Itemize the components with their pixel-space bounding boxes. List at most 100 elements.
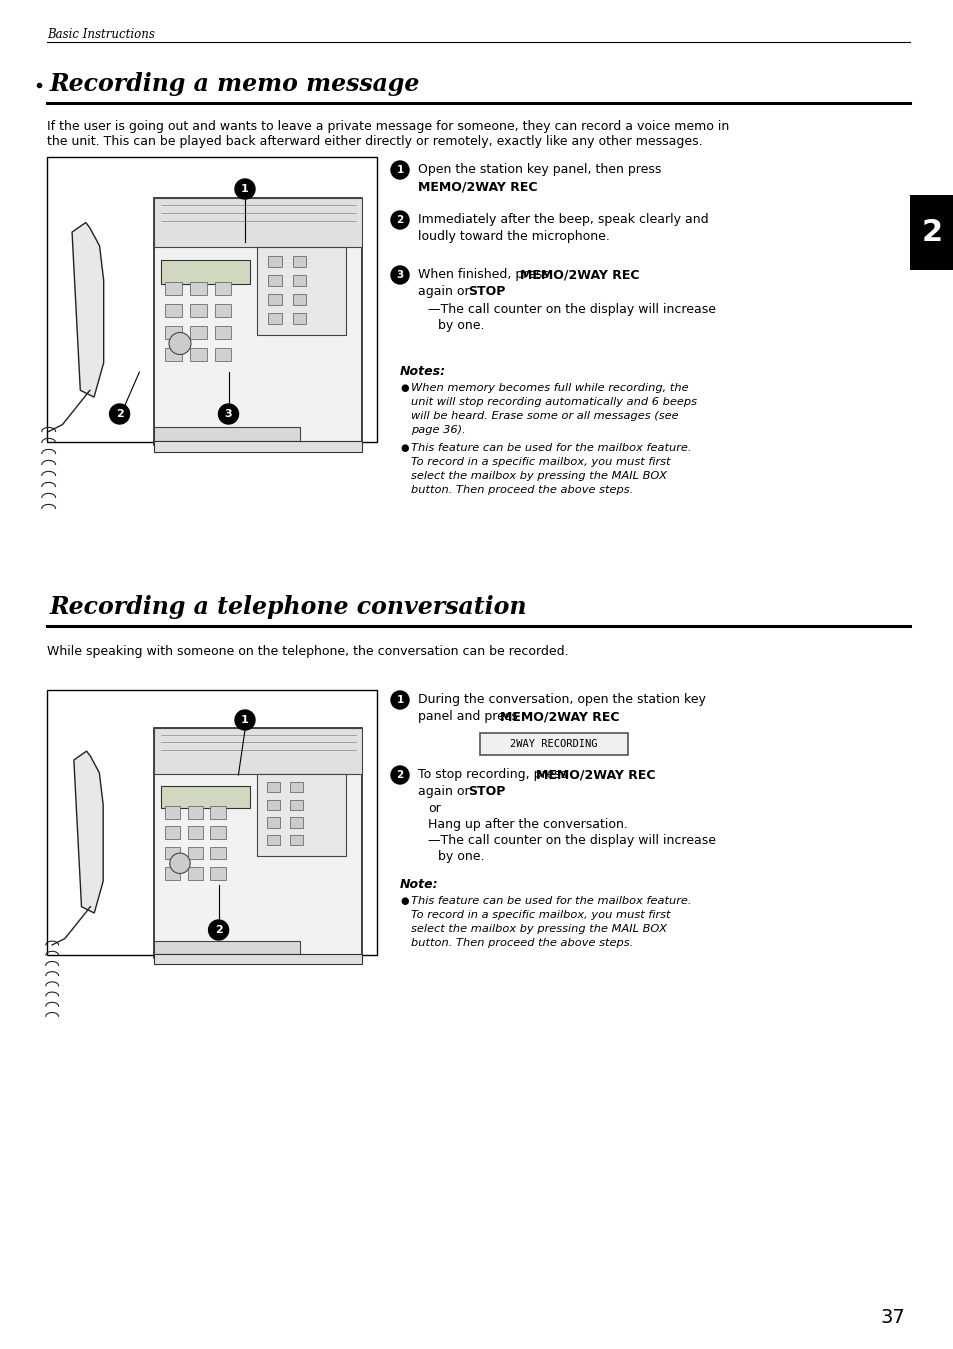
Text: 2: 2 <box>214 925 222 935</box>
Text: .: . <box>497 285 501 298</box>
Text: Recording a telephone conversation: Recording a telephone conversation <box>50 595 527 619</box>
Text: MEMO/2WAY REC: MEMO/2WAY REC <box>499 710 618 723</box>
Bar <box>165 805 180 819</box>
Text: button. Then proceed the above steps.: button. Then proceed the above steps. <box>411 486 633 495</box>
Text: If the user is going out and wants to leave a private message for someone, they : If the user is going out and wants to le… <box>47 120 728 134</box>
Text: Hang up after the conversation.: Hang up after the conversation. <box>428 817 627 831</box>
Text: panel and press: panel and press <box>417 710 521 723</box>
Bar <box>188 805 203 819</box>
Text: 3: 3 <box>395 270 403 281</box>
Text: page 36).: page 36). <box>411 425 465 434</box>
Bar <box>190 282 207 295</box>
Text: ●: ● <box>399 442 408 453</box>
Bar <box>214 304 232 317</box>
Bar <box>293 313 306 324</box>
Circle shape <box>110 403 130 424</box>
Text: select the mailbox by pressing the MAIL BOX: select the mailbox by pressing the MAIL … <box>411 471 666 482</box>
Bar <box>161 785 250 808</box>
Text: Note:: Note: <box>399 878 438 890</box>
Circle shape <box>391 161 409 179</box>
Bar <box>293 255 306 267</box>
Text: Basic Instructions: Basic Instructions <box>47 28 154 40</box>
Bar <box>211 805 226 819</box>
Bar <box>165 847 180 859</box>
Text: This feature can be used for the mailbox feature.: This feature can be used for the mailbox… <box>411 442 691 453</box>
Text: To stop recording, press: To stop recording, press <box>417 768 571 781</box>
Bar <box>268 275 281 286</box>
Bar <box>154 728 362 774</box>
Bar <box>154 954 362 965</box>
Bar <box>290 817 302 827</box>
Bar <box>188 847 203 859</box>
Text: STOP: STOP <box>468 785 505 799</box>
Text: select the mailbox by pressing the MAIL BOX: select the mailbox by pressing the MAIL … <box>411 924 666 934</box>
Text: MEMO/2WAY REC: MEMO/2WAY REC <box>417 179 537 193</box>
Bar <box>214 282 232 295</box>
Bar <box>290 835 302 846</box>
Bar <box>256 247 346 336</box>
Bar <box>211 867 226 880</box>
Circle shape <box>391 210 409 229</box>
Bar <box>214 325 232 340</box>
Text: 2: 2 <box>921 219 943 247</box>
Text: —The call counter on the display will increase: —The call counter on the display will in… <box>428 834 716 847</box>
Bar <box>267 800 279 809</box>
Bar <box>256 774 346 855</box>
Bar <box>290 781 302 792</box>
Text: again or: again or <box>417 785 473 799</box>
Bar <box>165 325 182 340</box>
Polygon shape <box>154 728 362 958</box>
Bar <box>479 733 627 755</box>
Text: —The call counter on the display will increase: —The call counter on the display will in… <box>428 304 716 316</box>
Text: by one.: by one. <box>437 850 484 863</box>
Text: 3: 3 <box>225 409 233 420</box>
Bar <box>188 827 203 839</box>
Bar <box>214 348 232 362</box>
Circle shape <box>234 710 254 730</box>
Text: or: or <box>428 803 440 815</box>
Text: Recording a memo message: Recording a memo message <box>50 71 420 96</box>
Bar <box>190 325 207 340</box>
Bar <box>268 294 281 305</box>
Text: 2: 2 <box>395 214 403 225</box>
Text: MEMO/2WAY REC: MEMO/2WAY REC <box>519 268 639 281</box>
Bar <box>165 348 182 362</box>
Text: While speaking with someone on the telephone, the conversation can be recorded.: While speaking with someone on the telep… <box>47 645 568 658</box>
Text: .: . <box>497 785 501 799</box>
Text: STOP: STOP <box>468 285 505 298</box>
Text: loudly toward the microphone.: loudly toward the microphone. <box>417 229 609 243</box>
Text: the unit. This can be played back afterward either directly or remotely, exactly: the unit. This can be played back afterw… <box>47 135 702 148</box>
Text: To record in a specific mailbox, you must first: To record in a specific mailbox, you mus… <box>411 911 670 920</box>
Text: This feature can be used for the mailbox feature.: This feature can be used for the mailbox… <box>411 896 691 907</box>
Bar <box>190 348 207 362</box>
Circle shape <box>218 403 238 424</box>
Circle shape <box>391 691 409 710</box>
Circle shape <box>391 266 409 285</box>
Text: by one.: by one. <box>437 318 484 332</box>
Text: When memory becomes full while recording, the: When memory becomes full while recording… <box>411 383 688 393</box>
Text: 1: 1 <box>241 715 249 724</box>
Bar <box>267 835 279 846</box>
Text: will be heard. Erase some or all messages (see: will be heard. Erase some or all message… <box>411 411 678 421</box>
Text: During the conversation, open the station key: During the conversation, open the statio… <box>417 693 705 706</box>
Circle shape <box>391 766 409 784</box>
Bar <box>47 156 376 442</box>
Text: To record in a specific mailbox, you must first: To record in a specific mailbox, you mus… <box>411 457 670 467</box>
Text: When finished, press: When finished, press <box>417 268 553 281</box>
Polygon shape <box>73 751 103 913</box>
Bar <box>165 282 182 295</box>
Bar <box>267 817 279 827</box>
Text: ●: ● <box>399 383 408 393</box>
Bar <box>154 198 362 247</box>
Text: 2: 2 <box>115 409 123 420</box>
Bar <box>165 304 182 317</box>
Text: button. Then proceed the above steps.: button. Then proceed the above steps. <box>411 938 633 948</box>
Circle shape <box>209 920 229 940</box>
Text: again or: again or <box>417 285 473 298</box>
Text: Notes:: Notes: <box>399 366 446 378</box>
Text: 2WAY RECORDING: 2WAY RECORDING <box>510 739 598 749</box>
Bar <box>211 847 226 859</box>
Text: .: . <box>521 179 525 193</box>
Polygon shape <box>72 223 104 397</box>
Circle shape <box>169 332 191 355</box>
